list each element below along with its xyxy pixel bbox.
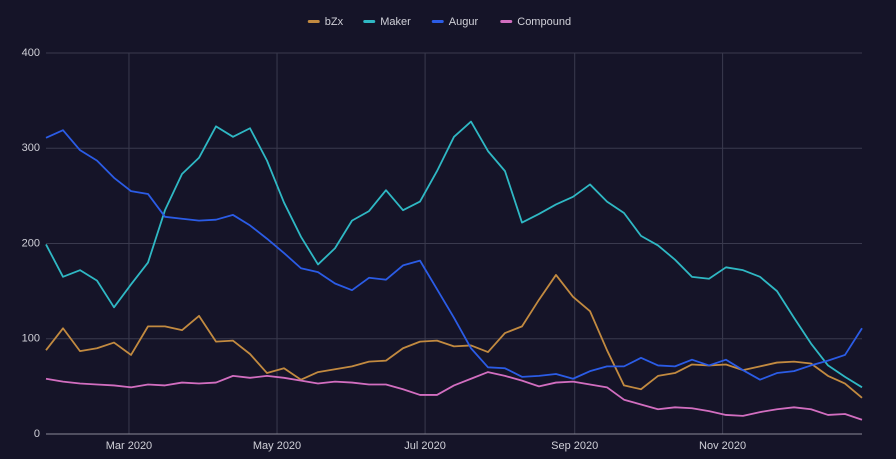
legend-label: bZx <box>325 16 344 28</box>
legend-label: Compound <box>517 16 571 28</box>
y-tick-label: 200 <box>22 237 40 249</box>
x-tick-label: Jul 2020 <box>404 440 446 452</box>
x-tick-label: Sep 2020 <box>551 440 598 452</box>
series-line <box>45 129 863 381</box>
legend-swatch <box>363 20 376 23</box>
y-tick-label: 400 <box>22 47 40 59</box>
x-tick-label: Nov 2020 <box>699 440 746 452</box>
x-tick-label: May 2020 <box>253 440 301 452</box>
y-tick-label: 300 <box>22 142 40 154</box>
series-line <box>45 371 863 421</box>
y-tick-label: 0 <box>34 428 40 440</box>
series-line <box>45 274 863 399</box>
legend-swatch <box>500 20 513 23</box>
x-tick-label: Mar 2020 <box>106 440 152 452</box>
series-line <box>45 120 863 389</box>
legend-swatch <box>431 20 444 23</box>
y-tick-label: 100 <box>22 333 40 345</box>
legend-swatch <box>307 20 320 23</box>
legend-label: Maker <box>380 16 411 28</box>
legend-label: Augur <box>449 16 479 28</box>
